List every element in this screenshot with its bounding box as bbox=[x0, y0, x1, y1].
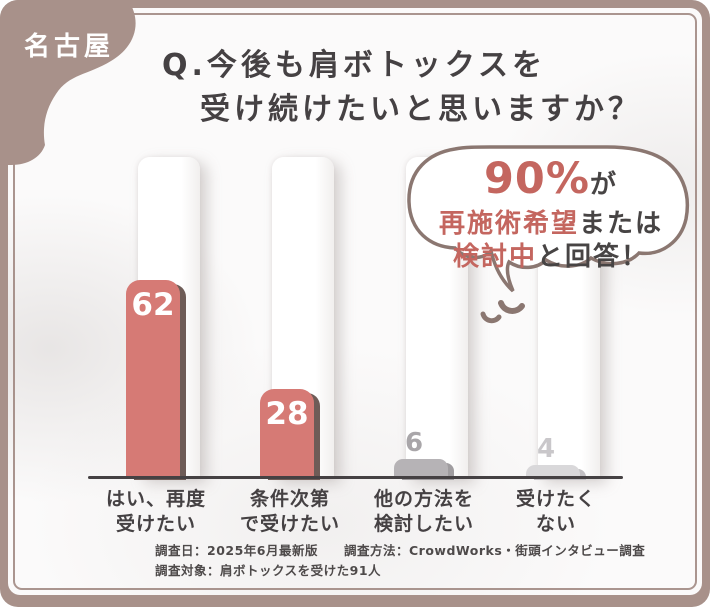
survey-meta-line2: 調査対象：肩ボトックスを受けた91人 bbox=[155, 563, 382, 578]
bar-value-label: 4 bbox=[536, 434, 556, 464]
region-badge: 名古屋 bbox=[24, 32, 115, 62]
bubble-annotation: 90%が 再施術希望または 検討中と回答！ bbox=[410, 156, 692, 274]
survey-meta-line1: 調査日：2025年6月最新版 調査方法：CrowdWorks・街頭インタビュー調… bbox=[155, 543, 646, 558]
bubble-line3-accent: 検討中 bbox=[452, 242, 537, 272]
bubble-line2: 再施術希望または bbox=[410, 208, 692, 241]
bubble-percent: 90% bbox=[484, 154, 590, 204]
bubble-line3-rest: と回答！ bbox=[537, 242, 650, 272]
speech-bubble bbox=[407, 145, 689, 324]
bar bbox=[126, 280, 180, 478]
bubble-line2-rest: または bbox=[579, 209, 664, 239]
x-axis-line bbox=[88, 476, 623, 479]
category-label-line: で受けたい bbox=[239, 513, 340, 535]
bar bbox=[260, 389, 314, 478]
bar-value-label: 6 bbox=[404, 428, 424, 458]
survey-meta: 調査日：2025年6月最新版 調査方法：CrowdWorks・街頭インタビュー調… bbox=[155, 541, 645, 581]
category-label-line: ない bbox=[535, 513, 576, 535]
category-label: 条件次第 で受けたい bbox=[210, 487, 370, 537]
bar-value-label: 28 bbox=[265, 396, 309, 432]
bar bbox=[394, 459, 448, 478]
bar bbox=[526, 465, 580, 478]
category-label: 受けたく ない bbox=[476, 487, 636, 537]
category-label-line: はい、再度 bbox=[105, 488, 206, 510]
bar-value-label: 62 bbox=[131, 287, 175, 323]
category-label-line: 条件次第 bbox=[249, 488, 330, 510]
corner-blob-shape bbox=[0, 0, 136, 166]
page-title-line2: 受け続けたいと思いますか？ bbox=[200, 92, 642, 127]
bubble-line2-accent: 再施術希望 bbox=[438, 209, 579, 239]
page-title-line1: Q.今後も肩ボトックスを bbox=[162, 48, 546, 83]
thought-dot-icon bbox=[498, 300, 525, 314]
bubble-line1: 90%が bbox=[410, 156, 692, 208]
bubble-line3: 検討中と回答！ bbox=[410, 241, 692, 274]
category-label-line: 他の方法を bbox=[373, 488, 474, 510]
bubble-line1-rest: が bbox=[589, 170, 618, 200]
thought-dot-small-icon bbox=[480, 311, 502, 324]
category-label-line: 受けたく bbox=[515, 488, 596, 510]
category-label-line: 検討したい bbox=[373, 513, 474, 535]
category-label: はい、再度 受けたい bbox=[76, 487, 236, 537]
category-label: 他の方法を検討したい bbox=[344, 487, 504, 537]
category-label-line: 受けたい bbox=[115, 513, 196, 535]
